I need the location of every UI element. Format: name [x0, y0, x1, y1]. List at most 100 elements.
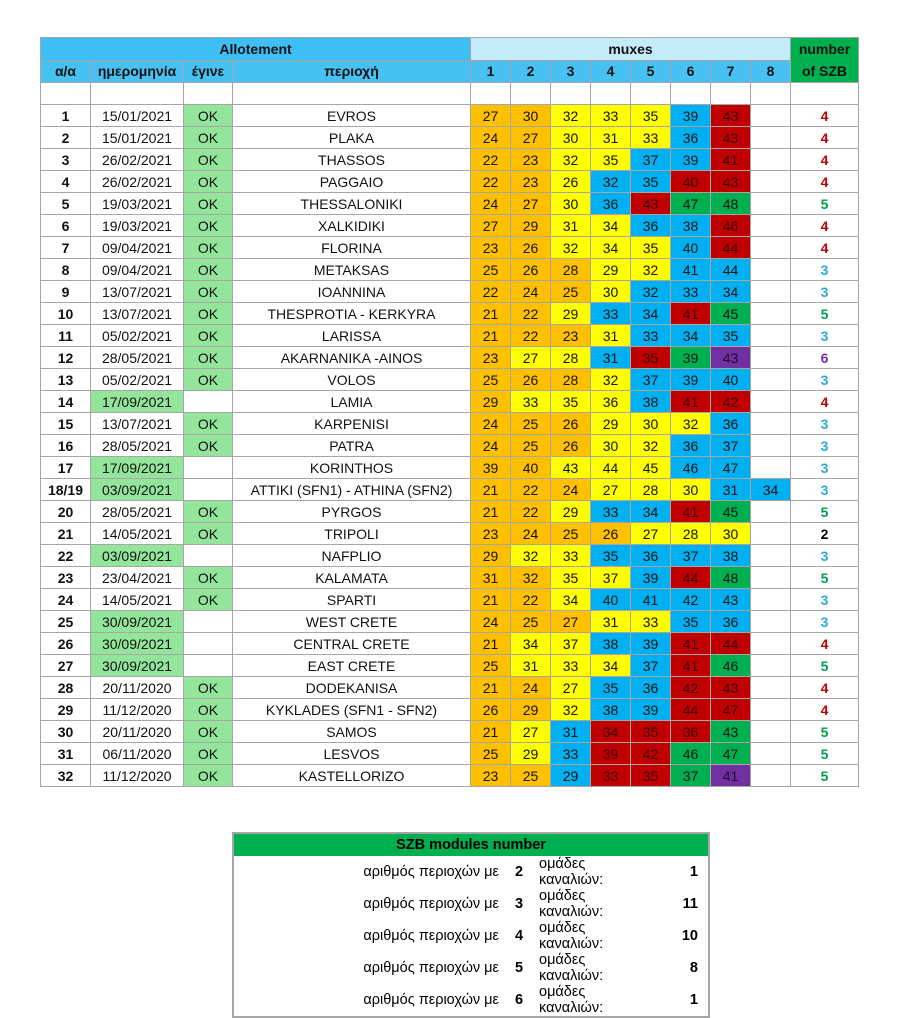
done-cell: OK — [183, 104, 233, 127]
done-cell: OK — [183, 148, 233, 171]
szb-count: 4 — [790, 632, 859, 655]
mux-cell: 46 — [670, 742, 711, 765]
date-cell: 05/02/2021 — [90, 324, 184, 347]
mux-cell: 30 — [550, 126, 591, 149]
date-cell: 20/11/2020 — [90, 676, 184, 699]
table-row: 23 23/04/2021 OK KALAMATA 31 32 35 37 39 44 48 5 — [40, 566, 859, 589]
mux-cell: 39 — [470, 456, 511, 479]
mux-cell: 28 — [550, 346, 591, 369]
mux-cell-empty — [750, 170, 791, 193]
mux-cell: 40 — [670, 236, 711, 259]
summary-groups: 5 — [514, 960, 524, 976]
done-cell: OK — [183, 346, 233, 369]
mux-cell: 41 — [670, 654, 711, 677]
region-cell: KALAMATA — [232, 566, 471, 589]
region-cell: EAST CRETE — [232, 654, 471, 677]
table-row: 32 11/12/2020 OK KASTELLORIZO 23 25 29 33 35 37 41… — [40, 764, 859, 787]
szb-count: 5 — [790, 500, 859, 523]
mux-cell: 31 — [590, 324, 631, 347]
date-cell: 09/04/2021 — [90, 236, 184, 259]
done-cell: OK — [183, 698, 233, 721]
table-row: 15 13/07/2021 OK KARPENISI 24 25 26 29 30 32 36 3 — [40, 412, 859, 435]
mux-cell: 21 — [470, 302, 511, 325]
mux-cell: 39 — [630, 566, 671, 589]
mux-cell: 37 — [630, 148, 671, 171]
date-cell: 28/05/2021 — [90, 434, 184, 457]
done-cell — [183, 632, 233, 655]
mux-cell: 29 — [510, 214, 551, 237]
mux-cell: 34 — [630, 302, 671, 325]
region-cell: ATTIKI (SFN1) - ATHINA (SFN2) — [232, 478, 471, 501]
mux-cell-empty — [750, 544, 791, 567]
done-cell — [183, 544, 233, 567]
allotement-header: Allotement — [40, 37, 471, 61]
mux-cell-empty — [750, 126, 791, 149]
mux-cell: 39 — [590, 742, 631, 765]
row-number: 23 — [40, 566, 91, 589]
table-row: 31 06/11/2020 OK LESVOS 25 29 33 39 42 46 47 5 — [40, 742, 859, 765]
summary-count: 1 — [689, 992, 698, 1008]
date-cell: 14/05/2021 — [90, 522, 184, 545]
mux-cell: 44 — [710, 632, 751, 655]
mux-cell-empty — [750, 368, 791, 391]
szb-count: 5 — [790, 654, 859, 677]
region-cell: NAFPLIO — [232, 544, 471, 567]
mux-cell: 25 — [510, 764, 551, 787]
mux-cell: 33 — [590, 764, 631, 787]
mux-cell-empty — [750, 324, 791, 347]
mux-cell: 21 — [470, 500, 511, 523]
mux-cell: 24 — [510, 676, 551, 699]
mux-cell: 36 — [710, 412, 751, 435]
mux-cell: 45 — [710, 500, 751, 523]
row-number: 21 — [40, 522, 91, 545]
region-cell: METAKSAS — [232, 258, 471, 281]
summary-prefix: αριθμός περιοχών με — [363, 992, 499, 1008]
table-row: 21 14/05/2021 OK TRIPOLI 23 24 25 26 27 28 30 2 — [40, 522, 859, 545]
mux-cell: 31 — [550, 214, 591, 237]
table-row: 3 26/02/2021 OK THASSOS 22 23 32 35 37 39 41 4 — [40, 148, 859, 171]
row-number: 13 — [40, 368, 91, 391]
mux-cell: 46 — [710, 214, 751, 237]
mux-cell: 42 — [630, 742, 671, 765]
row-number: 3 — [40, 148, 91, 171]
mux-cell: 39 — [670, 104, 711, 127]
mux-cell: 26 — [550, 434, 591, 457]
mux-cell-empty — [750, 698, 791, 721]
mux-cell: 41 — [670, 258, 711, 281]
mux-cell: 21 — [470, 720, 511, 743]
mux-cell-empty — [750, 764, 791, 787]
mux-cell: 27 — [630, 522, 671, 545]
row-number: 30 — [40, 720, 91, 743]
done-cell: OK — [183, 302, 233, 325]
mux-cell-empty — [750, 720, 791, 743]
mux-cell: 29 — [550, 500, 591, 523]
table-row: 28 20/11/2020 OK DODEKANISA 21 24 27 35 36 42 43 4 — [40, 676, 859, 699]
mux-cell: 44 — [670, 698, 711, 721]
mux-cell: 26 — [470, 698, 511, 721]
done-cell: OK — [183, 500, 233, 523]
done-cell: OK — [183, 236, 233, 259]
mux-cell: 31 — [550, 720, 591, 743]
mux-cell: 36 — [590, 192, 631, 215]
mux-cell: 33 — [550, 654, 591, 677]
mux-cell: 27 — [550, 610, 591, 633]
mux-cell: 23 — [470, 764, 511, 787]
row-number: 4 — [40, 170, 91, 193]
szb-count: 5 — [790, 192, 859, 215]
mux-cell-empty — [750, 192, 791, 215]
mux-cell: 37 — [590, 566, 631, 589]
mux-cell-empty — [750, 676, 791, 699]
mux-cell-empty — [750, 456, 791, 479]
mux-cell: 32 — [550, 236, 591, 259]
mux-cell: 43 — [710, 170, 751, 193]
szb-count: 5 — [790, 566, 859, 589]
summary-row: αριθμός περιοχών με 6 ομάδες καναλιών: 1 — [233, 984, 709, 1017]
mux-cell: 37 — [630, 654, 671, 677]
mux-col-header-5: 5 — [630, 59, 671, 83]
mux-cell-empty — [750, 258, 791, 281]
mux-cell: 32 — [550, 148, 591, 171]
done-cell: OK — [183, 126, 233, 149]
mux-cell-empty — [750, 742, 791, 765]
region-cell: THASSOS — [232, 148, 471, 171]
szb-count: 3 — [790, 324, 859, 347]
